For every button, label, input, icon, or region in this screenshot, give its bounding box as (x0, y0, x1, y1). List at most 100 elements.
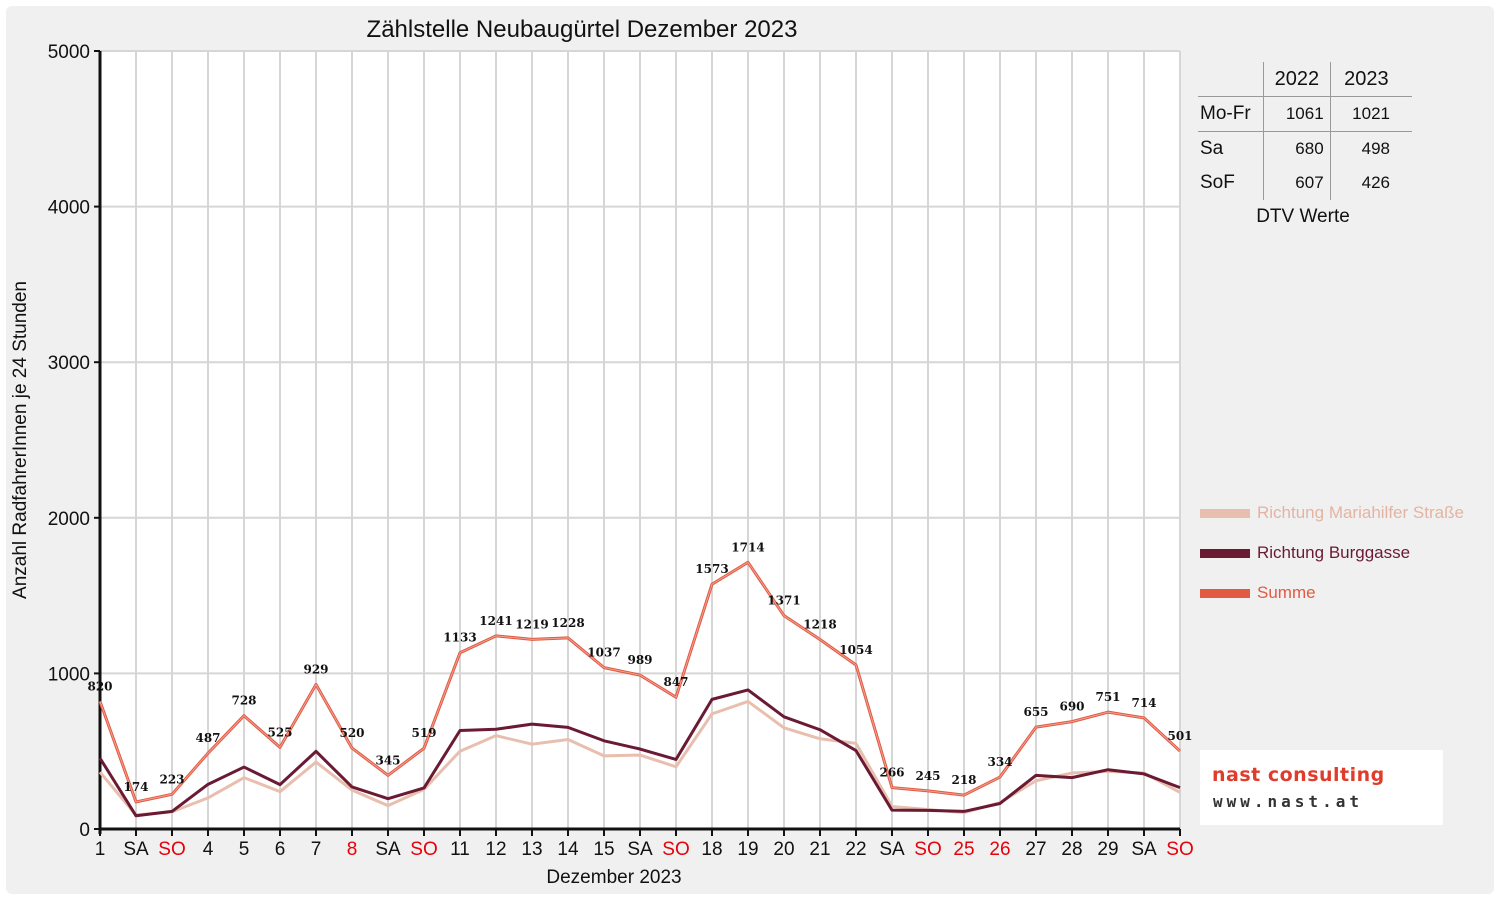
x-tick-label: 5 (239, 839, 250, 860)
x-tick-label: 19 (737, 839, 758, 860)
series-line-burggasse (98, 688, 1181, 818)
data-label: 487 (195, 731, 220, 745)
x-tick-label: SO (662, 839, 689, 860)
x-tick-label: 22 (845, 839, 866, 860)
x-tick-label: SO (1166, 839, 1193, 860)
x-tick-label: SA (123, 839, 149, 860)
data-label: 223 (159, 772, 184, 786)
data-label: 847 (663, 675, 688, 689)
x-tick-label: SA (1131, 839, 1157, 860)
x-tick-label: SO (158, 839, 185, 860)
x-tick-label: 27 (1025, 839, 1046, 860)
x-tick-label: SA (879, 839, 905, 860)
dtv-row-label: Sa (1200, 138, 1224, 159)
x-axis-label: Dezember 2023 (546, 867, 681, 888)
x-tick-label: 25 (953, 839, 974, 860)
x-tick-label: 28 (1061, 839, 1082, 860)
logo-url: www.nast.at (1213, 792, 1363, 811)
dtv-row-label: SoF (1200, 172, 1235, 193)
data-label: 1241 (479, 614, 512, 628)
legend-item: Richtung Mariahilfer Straße (1200, 493, 1464, 533)
data-label: 1371 (767, 594, 800, 608)
data-label: 334 (987, 755, 1012, 769)
x-tick-label: 14 (557, 839, 579, 860)
series-line-summe-highlight (99, 561, 1181, 803)
x-tick-label: 18 (701, 839, 722, 860)
data-label: 929 (303, 662, 328, 676)
chart-title: Zählstelle Neubaugürtel Dezember 2023 (367, 16, 798, 43)
grid (100, 50, 1181, 829)
legend-label: Richtung Burggasse (1257, 543, 1411, 562)
legend-swatch (1200, 588, 1250, 598)
x-tick-label: 8 (347, 839, 358, 860)
company-logo: nast consulting www.nast.at (1200, 750, 1443, 825)
data-label: 989 (627, 653, 652, 667)
y-tick-label: 1000 (48, 664, 90, 685)
x-tick-label: 12 (485, 839, 506, 860)
data-label: 245 (915, 769, 940, 783)
data-label: 218 (951, 773, 976, 787)
x-tick-label: 11 (450, 839, 470, 860)
y-tick-label: 5000 (48, 42, 90, 63)
data-label: 1054 (839, 643, 872, 657)
data-label: 174 (123, 780, 148, 794)
data-label: 1133 (443, 631, 476, 645)
dtv-value: 680 (1263, 131, 1331, 166)
data-label: 1714 (731, 540, 764, 554)
x-tick-label: 4 (203, 839, 214, 860)
data-label: 266 (879, 766, 904, 780)
y-tick-label: 0 (79, 820, 90, 841)
x-tick-label: 13 (521, 839, 542, 860)
chart-legend: Richtung Mariahilfer Straße Richtung Bur… (1200, 493, 1464, 613)
x-tick-label: 21 (809, 839, 830, 860)
x-tick-label: SO (914, 839, 941, 860)
dtv-value: 426 (1329, 166, 1412, 200)
y-axis-label: Anzahl RadfahrerInnen je 24 Stunden (10, 281, 31, 599)
legend-item: Summe (1200, 573, 1464, 613)
y-tick-label: 4000 (48, 198, 90, 219)
x-tick-label: SO (410, 839, 437, 860)
data-label: 345 (375, 753, 400, 767)
dtv-row-label: Mo-Fr (1198, 96, 1264, 132)
x-tick-label: 15 (593, 839, 614, 860)
dtv-table: 2022 2023 Mo-Fr 1061 1021 Sa 680 498 SoF… (1198, 62, 1412, 228)
data-label: 751 (1095, 690, 1120, 704)
legend-swatch (1200, 508, 1250, 518)
x-tick-label: 1 (95, 839, 106, 860)
logo-name: nast consulting (1212, 764, 1385, 786)
data-label: 1218 (803, 617, 836, 631)
data-label: 1037 (587, 646, 620, 660)
dtv-year-2022: 2022 (1263, 62, 1331, 96)
dtv-caption: DTV Werte (1256, 206, 1350, 227)
legend-item: Richtung Burggasse (1200, 533, 1464, 573)
dtv-year-2023: 2023 (1329, 62, 1412, 96)
data-label: 690 (1059, 700, 1084, 714)
dtv-value: 498 (1329, 131, 1412, 166)
x-tick-label: SA (627, 839, 653, 860)
y-tick-label: 3000 (48, 353, 90, 374)
legend-swatch (1200, 548, 1250, 558)
data-label: 1219 (515, 617, 548, 631)
data-label: 714 (1131, 696, 1156, 710)
x-tick-label: SA (375, 839, 401, 860)
dtv-value: 607 (1263, 166, 1331, 200)
data-label: 655 (1023, 705, 1048, 719)
legend-label: Richtung Mariahilfer Straße (1257, 503, 1464, 522)
data-label: 728 (231, 694, 256, 708)
data-label: 1228 (551, 616, 584, 630)
data-label: 519 (411, 726, 436, 740)
dtv-value: 1021 (1329, 96, 1412, 132)
x-tick-label: 7 (311, 839, 322, 860)
dtv-value: 1061 (1263, 96, 1331, 132)
data-label: 520 (339, 726, 364, 740)
data-label: 820 (87, 679, 112, 693)
x-tick-label: 29 (1097, 839, 1118, 860)
y-tick-label: 2000 (48, 509, 90, 530)
x-tick-label: 26 (989, 839, 1010, 860)
data-label: 501 (1167, 729, 1192, 743)
x-tick-label: 6 (275, 839, 286, 860)
x-tick-label: 20 (773, 839, 794, 860)
data-label: 525 (267, 725, 292, 739)
legend-label: Summe (1257, 583, 1316, 602)
